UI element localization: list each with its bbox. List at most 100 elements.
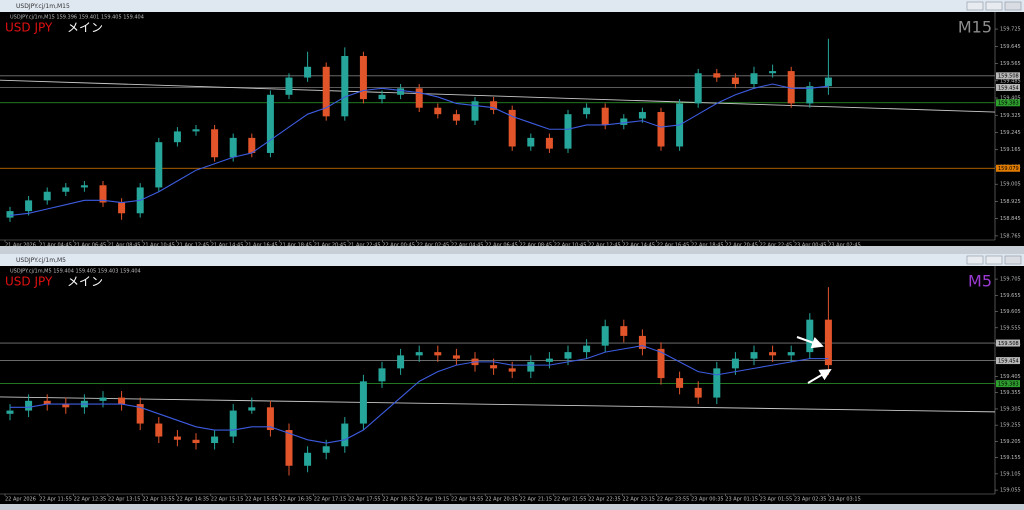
candle-body (173, 436, 181, 440)
y-tick-label: 159.485 (1000, 78, 1021, 84)
window-button[interactable] (1004, 1, 1022, 11)
x-tick-label: 22 Apr 20:45 (725, 243, 758, 249)
x-tick-label: 22 Apr 02:45 (417, 243, 450, 249)
y-tick-label: 159.725 (1000, 27, 1021, 33)
price-level-box (996, 99, 1020, 107)
candle-body (806, 86, 814, 104)
moving-average (10, 345, 829, 444)
candle-body (620, 326, 628, 336)
candle-body (341, 56, 349, 117)
chart-window: USDJPY.cj/1m,M15 159.725 159.645 159.565 159… (0, 0, 1024, 249)
x-tick-label: 22 Apr 08:45 (520, 243, 553, 249)
y-tick-label: 159.355 (1000, 390, 1021, 396)
candle-body (415, 88, 423, 108)
candle-body (434, 107, 442, 115)
x-tick-label: 22 Apr 16:35 (279, 497, 312, 503)
candle-body (564, 352, 572, 359)
x-tick-label: 22 Apr 11:55 (39, 497, 72, 503)
candle-body (229, 410, 237, 437)
y-tick-label: 159.405 (1000, 374, 1021, 380)
y-tick-label: 159.305 (1000, 406, 1021, 412)
y-tick-label: 159.405 (1000, 96, 1021, 102)
x-tick-label: 21 Apr 14:45 (211, 243, 244, 249)
x-tick-label: 22 Apr 23:55 (657, 497, 690, 503)
x-tick-label: 21 Apr 22:45 (348, 243, 381, 249)
candle-body (731, 358, 739, 369)
window-button[interactable] (1004, 255, 1022, 265)
candle-body (694, 73, 702, 104)
candle-body (787, 352, 795, 356)
moving-average (9, 83, 829, 216)
candle-body (285, 77, 293, 95)
x-tick-label: 22 Apr 00:45 (382, 243, 415, 249)
candle-body (341, 423, 349, 447)
price-level-label: 159.508 (998, 74, 1019, 80)
y-tick-label: 159.655 (1000, 293, 1021, 299)
candle-body (99, 397, 107, 401)
price-level-label: 159.383 (998, 381, 1019, 387)
candle-body (304, 452, 312, 466)
candle-body (434, 352, 442, 356)
candle-body (694, 387, 702, 398)
candle-body (452, 355, 460, 359)
y-tick-label: 159.245 (1000, 130, 1021, 136)
candle-body (564, 114, 572, 149)
candle-body (6, 410, 14, 414)
price-level-label: 159.508 (998, 341, 1019, 347)
y-tick-label: 159.645 (1000, 44, 1021, 50)
window-separator (0, 248, 1024, 254)
candle-body (527, 361, 535, 372)
candle-body (322, 446, 330, 453)
candle-body (118, 397, 126, 405)
candle-body (824, 77, 832, 87)
x-tick-label: 23 Apr 02:35 (794, 497, 827, 503)
chart-label: メイン (67, 21, 103, 35)
candle-body (43, 400, 51, 405)
y-tick-label: 159.255 (1000, 423, 1021, 429)
window-button[interactable] (966, 1, 984, 11)
candle-body (731, 77, 739, 85)
x-tick-label: 22 Apr 22:45 (760, 243, 793, 249)
candle-body (490, 101, 498, 110)
y-tick-label: 159.325 (1000, 113, 1021, 119)
price-level-label: 159.454 (998, 358, 1019, 364)
candle-body (638, 335, 646, 349)
y-tick-label: 159.705 (1000, 277, 1021, 283)
candle-body (211, 436, 219, 444)
candle-body (713, 73, 721, 78)
y-tick-label: 159.555 (1000, 325, 1021, 331)
x-tick-label: 22 Apr 19:15 (417, 497, 450, 503)
candle-body (25, 400, 33, 411)
candle-body (62, 187, 70, 192)
timeframe-label: M15 (958, 18, 992, 37)
title-bar (0, 254, 1024, 266)
x-tick-label: 21 Apr 04:45 (39, 243, 72, 249)
window-button[interactable] (985, 1, 1003, 11)
x-tick-label: 22 Apr 12:35 (74, 497, 107, 503)
y-tick-label: 159.205 (1000, 439, 1021, 445)
x-tick-label: 21 Apr 16:45 (245, 243, 278, 249)
window-button[interactable] (966, 255, 984, 265)
window-button[interactable] (985, 255, 1003, 265)
candle-body (99, 185, 107, 203)
x-tick-label: 23 Apr 00:45 (794, 243, 827, 249)
x-tick-label: 22 Apr 13:15 (108, 497, 141, 503)
candle-body (136, 404, 144, 424)
window-title: USDJPY.cj/1m,M15 (16, 3, 70, 10)
y-tick-label: 159.155 (1000, 455, 1021, 461)
x-tick-label: 21 Apr 18:45 (279, 243, 312, 249)
candle-body (62, 404, 70, 408)
x-tick-label: 21 Apr 20:45 (314, 243, 347, 249)
candle-body (80, 185, 88, 188)
x-tick-label: 23 Apr 00:35 (691, 497, 724, 503)
candle-body (769, 71, 777, 74)
candle-body (192, 129, 200, 132)
candle-body (676, 378, 684, 388)
x-tick-label: 22 Apr 13:55 (142, 497, 175, 503)
price-level-label: 159.454 (998, 85, 1019, 91)
candle-body (787, 71, 795, 104)
x-tick-label: 23 Apr 01:55 (760, 497, 793, 503)
candle-body (118, 202, 126, 214)
annotation-arrow (807, 368, 832, 384)
